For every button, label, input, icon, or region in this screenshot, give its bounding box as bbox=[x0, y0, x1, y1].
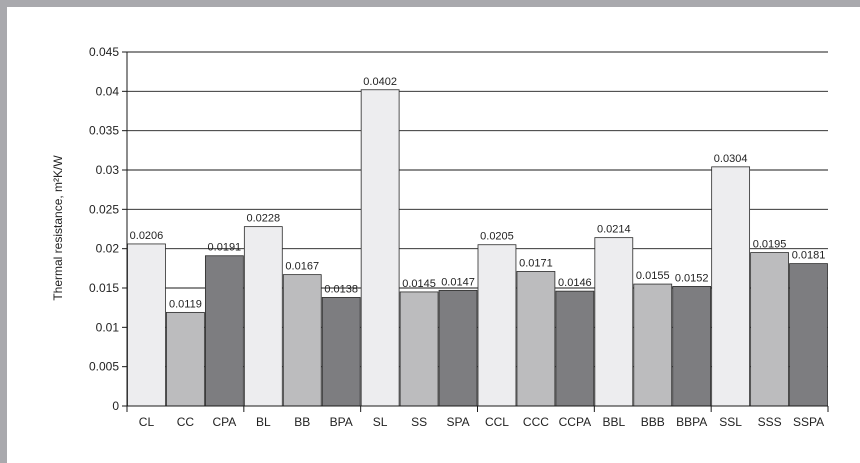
data-label: 0.0205 bbox=[480, 231, 514, 243]
data-label: 0.0147 bbox=[441, 276, 475, 288]
x-tick-label: SSL bbox=[719, 415, 742, 429]
data-label: 0.0402 bbox=[363, 76, 397, 88]
x-tick-label: CPA bbox=[212, 415, 236, 429]
y-tick-label: 0.01 bbox=[96, 320, 120, 334]
y-tick-label: 0 bbox=[112, 399, 119, 413]
x-tick-label: CCL bbox=[485, 415, 509, 429]
x-tick-label: BL bbox=[256, 415, 271, 429]
data-label: 0.0171 bbox=[519, 257, 553, 269]
bar-ccpa bbox=[555, 290, 595, 407]
bar-ccc bbox=[516, 271, 556, 407]
bar-sspa bbox=[789, 263, 828, 407]
y-tick-label: 0.03 bbox=[96, 163, 120, 177]
x-tick-label: CL bbox=[139, 415, 155, 429]
x-tick-label: BPA bbox=[330, 415, 353, 429]
data-label: 0.0206 bbox=[130, 230, 164, 242]
bar-sss bbox=[750, 252, 789, 407]
data-label: 0.0155 bbox=[636, 270, 670, 282]
x-tick-label: SS bbox=[411, 415, 427, 429]
bar-bb bbox=[282, 274, 322, 407]
bar-spa bbox=[438, 289, 478, 407]
data-label: 0.0195 bbox=[753, 239, 787, 251]
x-tick-label: SPA bbox=[446, 415, 469, 429]
bar-cc bbox=[166, 311, 205, 407]
x-tick-label: BBPA bbox=[676, 415, 707, 429]
y-tick-label: 0.02 bbox=[96, 242, 120, 256]
data-label: 0.0191 bbox=[208, 242, 242, 254]
bar-bbl bbox=[594, 237, 634, 407]
bar-bbpa bbox=[672, 286, 712, 407]
y-tick-label: 0.045 bbox=[89, 45, 119, 59]
y-tick-label: 0.025 bbox=[89, 202, 119, 216]
bar-bl bbox=[243, 226, 283, 407]
data-label: 0.0145 bbox=[402, 278, 436, 290]
bar-sl bbox=[360, 89, 400, 407]
y-tick-label: 0.04 bbox=[96, 84, 120, 98]
bar-ss bbox=[399, 291, 439, 407]
x-tick-label: SSS bbox=[758, 415, 782, 429]
data-label: 0.0152 bbox=[675, 272, 709, 284]
x-tick-label: SL bbox=[373, 415, 388, 429]
x-tick-label: SSPA bbox=[793, 415, 824, 429]
x-tick-label: CC bbox=[177, 415, 195, 429]
data-label: 0.0214 bbox=[597, 224, 631, 236]
bar-cpa bbox=[204, 255, 244, 407]
data-label: 0.0228 bbox=[246, 213, 280, 225]
data-label: 0.0167 bbox=[285, 261, 319, 273]
x-tick-label: BBL bbox=[602, 415, 625, 429]
y-axis-label: Thermal resistance, m²K/W bbox=[51, 155, 65, 301]
data-label: 0.0304 bbox=[714, 153, 748, 165]
y-tick-label: 0.035 bbox=[89, 124, 119, 138]
x-tick-label: BBB bbox=[641, 415, 665, 429]
data-label: 0.0146 bbox=[558, 277, 592, 289]
bar-bpa bbox=[321, 297, 361, 407]
data-label: 0.0138 bbox=[324, 283, 358, 295]
bar-cl bbox=[127, 243, 166, 407]
data-label: 0.0119 bbox=[169, 298, 202, 310]
bar-bbb bbox=[633, 283, 673, 407]
x-tick-label: CCPA bbox=[559, 415, 591, 429]
bar-ssl bbox=[711, 166, 751, 407]
bar-ccl bbox=[477, 244, 517, 407]
data-label: 0.0181 bbox=[792, 250, 826, 262]
y-tick-label: 0.005 bbox=[89, 360, 119, 374]
x-tick-label: BB bbox=[294, 415, 310, 429]
y-tick-label: 0.015 bbox=[89, 281, 119, 295]
x-tick-label: CCC bbox=[523, 415, 549, 429]
